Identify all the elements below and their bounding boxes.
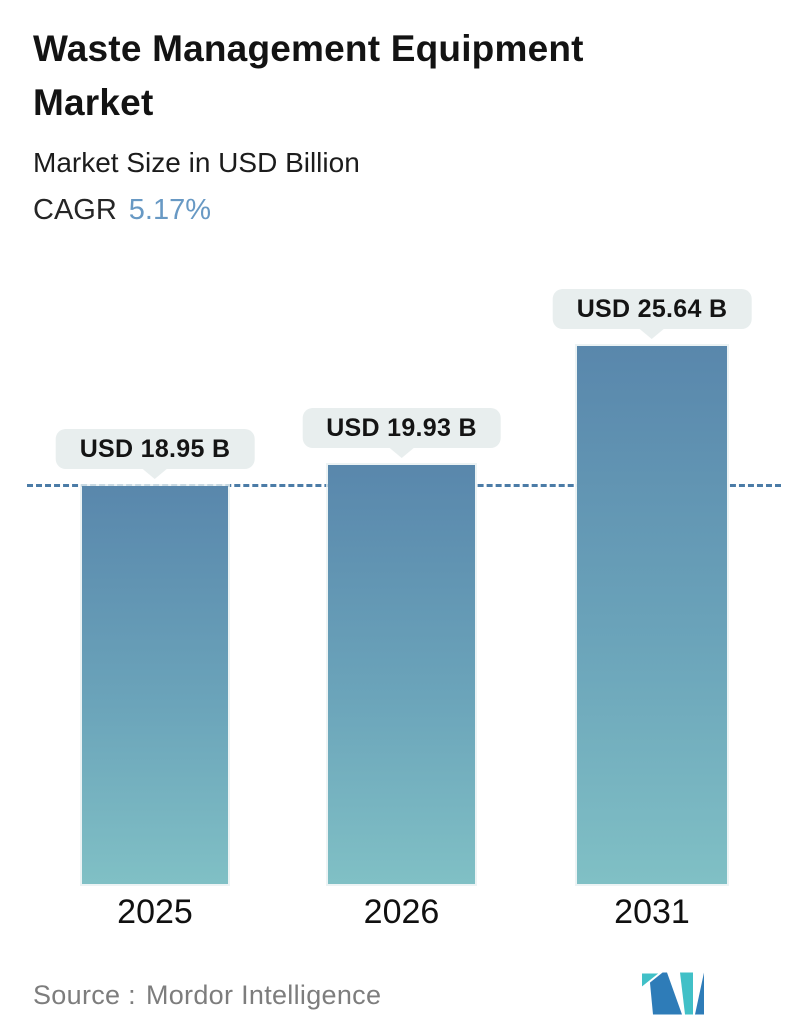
chart-header: Waste Management Equipment Market Market… <box>33 22 753 227</box>
value-label-bubble-2031: USD 25.64 B <box>552 289 752 329</box>
source-label: Source : <box>33 980 136 1010</box>
value-label-bubble-2025: USD 18.95 B <box>55 429 255 469</box>
chart-subtitle: Market Size in USD Billion <box>33 146 360 178</box>
x-axis-label-2031: 2031 <box>614 893 690 931</box>
bar-group-2031: USD 25.64 B 2031 <box>552 289 752 931</box>
x-axis-label-2025: 2025 <box>117 893 193 931</box>
bar-group-2026: USD 19.93 B 2026 <box>302 408 501 931</box>
cagr-row: CAGR 5.17% <box>33 194 753 227</box>
value-label-bubble-2026: USD 19.93 B <box>302 408 501 448</box>
source-name: Mordor Intelligence <box>145 980 382 1010</box>
x-axis-label-2026: 2026 <box>363 893 440 931</box>
bar-2026 <box>328 465 475 884</box>
mordor-intelligence-logo <box>641 972 704 1015</box>
bar-2025 <box>82 486 228 884</box>
bar-group-2025: USD 18.95 B 2025 <box>55 429 255 931</box>
chart-title: Waste Management Equipment Market <box>33 28 584 124</box>
source-line: Source : Mordor Intelligence <box>33 980 381 1011</box>
cagr-value: 5.17% <box>128 193 212 226</box>
cagr-label: CAGR <box>33 193 117 226</box>
bar-2031 <box>577 346 727 884</box>
